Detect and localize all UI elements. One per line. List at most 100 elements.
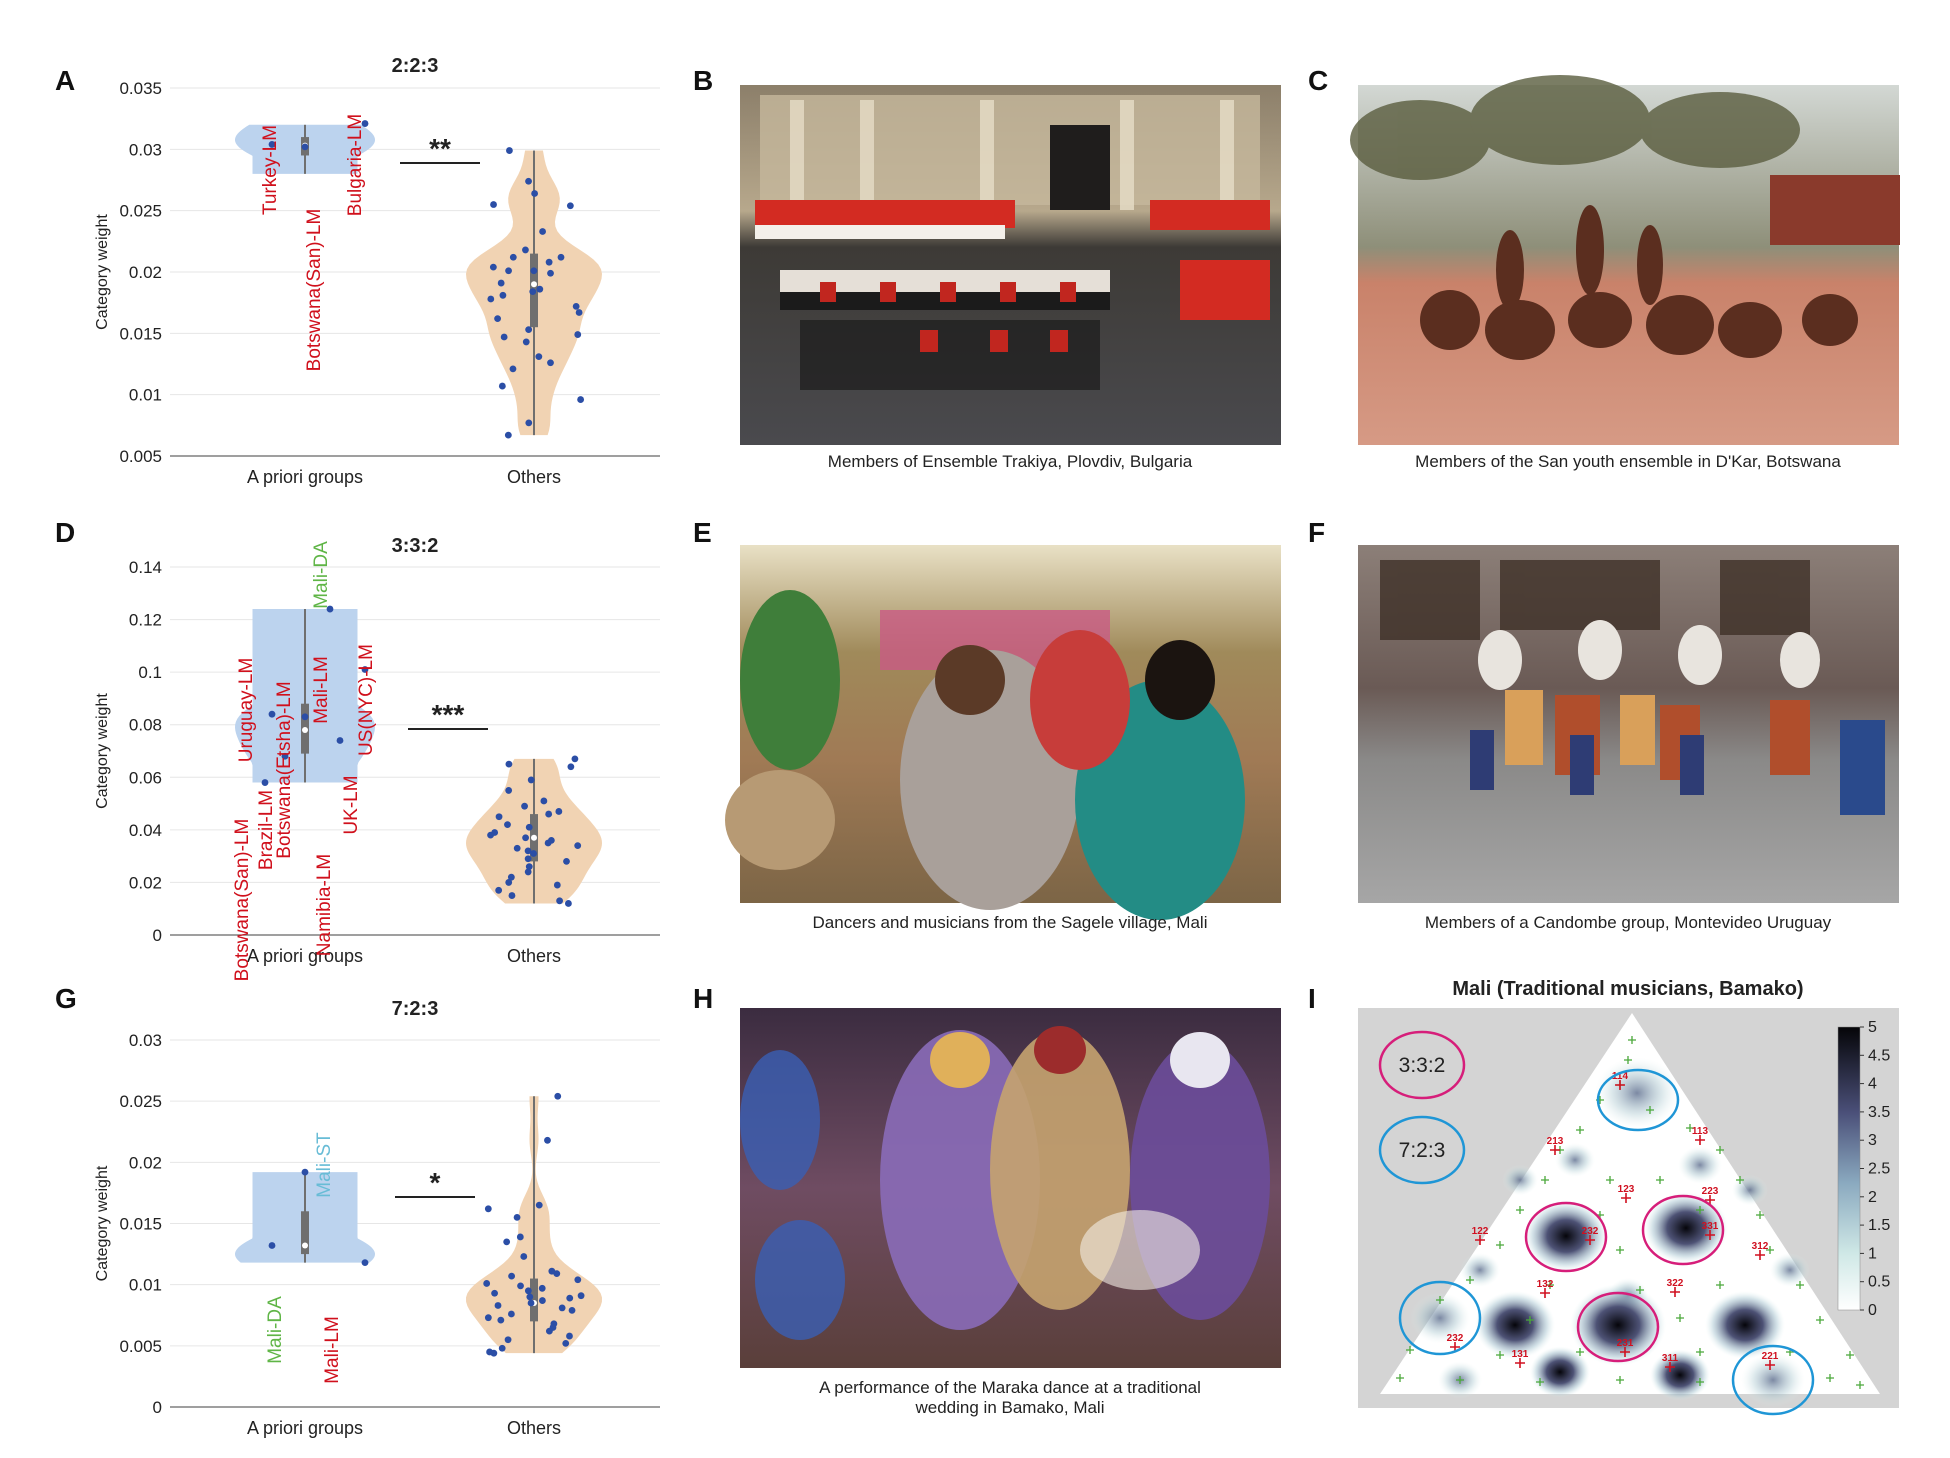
y-tick-label: 0	[153, 1398, 162, 1417]
panel-letter-d: D	[55, 517, 75, 548]
rhythm-marker	[1456, 1376, 1464, 1384]
data-point	[490, 201, 497, 208]
group-label: Botswana(San)-LM	[304, 209, 325, 372]
data-point	[506, 147, 513, 154]
data-point	[525, 419, 533, 427]
data-point	[553, 1270, 561, 1278]
colorbar-tick-label: 2	[1868, 1189, 1877, 1206]
rhythm-marker	[1696, 1378, 1704, 1386]
y-tick-label: 0.025	[119, 1092, 162, 1111]
colorbar-tick-label: 5	[1868, 1019, 1877, 1036]
data-point	[572, 302, 580, 310]
data-point	[563, 858, 570, 865]
data-point	[494, 315, 501, 323]
colorbar-tick-label: 4	[1868, 1076, 1877, 1093]
data-point	[525, 326, 533, 334]
data-point	[268, 141, 276, 148]
rhythm-marker	[1628, 1036, 1636, 1044]
y-axis-label: Category weight	[94, 214, 111, 330]
data-point	[574, 842, 582, 850]
colorbar-tick-label: 3.5	[1868, 1104, 1890, 1121]
density-blob	[1741, 1352, 1805, 1408]
data-point	[574, 1276, 582, 1284]
colorbar-tick-label: 1.5	[1868, 1217, 1890, 1234]
group-label: Botswana(Etsha)-LM	[274, 681, 295, 858]
x-tick-label: Others	[507, 467, 561, 487]
data-point	[524, 1287, 532, 1295]
rhythm-marker	[1576, 1348, 1584, 1356]
rhythm-label: 232	[1447, 1333, 1464, 1344]
density-blob	[1644, 1192, 1728, 1264]
data-point	[505, 879, 513, 886]
data-point	[505, 787, 513, 794]
data-point	[544, 839, 552, 847]
significance-stars: *	[430, 1167, 441, 1198]
data-point	[555, 808, 563, 815]
data-point	[524, 855, 532, 863]
y-tick-label: 0.035	[119, 79, 162, 98]
data-point	[566, 1332, 573, 1340]
photo-h	[740, 1008, 1281, 1368]
rhythm-label: 231	[1617, 1338, 1634, 1349]
colorbar	[1837, 1026, 1861, 1311]
significance-stars: ***	[432, 699, 465, 730]
caption-h-line1: A performance of the Maraka dance at a t…	[819, 1378, 1201, 1397]
x-tick-label: A priori groups	[247, 1418, 363, 1438]
data-point	[562, 1339, 570, 1347]
legend-label-723: 7:2:3	[1399, 1139, 1446, 1162]
data-point	[530, 267, 538, 275]
rhythm-marker	[1816, 1316, 1824, 1324]
data-point	[545, 258, 553, 266]
rhythm-marker	[1856, 1381, 1864, 1389]
data-point	[535, 353, 543, 361]
group-label: Brazil-LM	[256, 790, 277, 870]
rhythm-marker	[1576, 1126, 1584, 1134]
median-marker	[531, 834, 537, 841]
box	[301, 1211, 309, 1255]
data-point	[361, 666, 369, 673]
rhythm-marker	[1646, 1106, 1654, 1114]
rhythm-marker-red	[1665, 1362, 1675, 1372]
rhythm-marker	[1756, 1211, 1764, 1219]
legend-ellipse-723	[1378, 1115, 1466, 1185]
rhythm-label: 221	[1762, 1351, 1779, 1362]
data-point	[574, 331, 582, 338]
data-point	[547, 269, 554, 277]
x-tick-label: A priori groups	[247, 467, 363, 487]
group-label: Mali-DA	[311, 541, 332, 609]
highlight-723-top	[1596, 1068, 1680, 1132]
data-point	[529, 288, 537, 296]
rhythm-marker	[1766, 1246, 1774, 1254]
rhythm-marker	[1656, 1176, 1664, 1184]
chart-title: 7:2:3	[392, 998, 439, 1020]
density-blob	[1570, 1284, 1666, 1366]
y-tick-label: 0	[153, 926, 162, 945]
data-point	[504, 1336, 512, 1344]
chart-title: 2:2:3	[392, 55, 439, 77]
data-point	[268, 710, 276, 718]
data-point	[508, 892, 516, 899]
data-point	[504, 431, 512, 439]
data-point	[491, 1289, 498, 1297]
rhythm-marker	[1686, 1124, 1694, 1132]
legend-label-332: 3:3:2	[1399, 1054, 1446, 1077]
density-blob	[1460, 1253, 1500, 1287]
rhythm-label: 311	[1662, 1353, 1679, 1364]
panel-letter-g: G	[55, 983, 77, 1014]
data-point	[530, 850, 537, 857]
rhythm-marker-red	[1550, 1145, 1560, 1155]
panel-letter-b: B	[693, 65, 713, 96]
data-point	[553, 881, 561, 889]
rhythm-marker	[1606, 1176, 1614, 1184]
panel-letter-c: C	[1308, 65, 1328, 96]
data-point	[577, 396, 585, 403]
data-point	[554, 1092, 562, 1100]
y-tick-label: 0.14	[129, 558, 162, 577]
data-point	[507, 873, 515, 881]
data-point	[520, 1253, 528, 1260]
data-point	[503, 1238, 511, 1246]
rhythm-marker-red	[1615, 1080, 1625, 1090]
group-label: Mali-LM	[322, 1316, 343, 1384]
y-tick-label: 0.02	[129, 263, 162, 282]
group-label: Mali-LM	[311, 656, 332, 724]
